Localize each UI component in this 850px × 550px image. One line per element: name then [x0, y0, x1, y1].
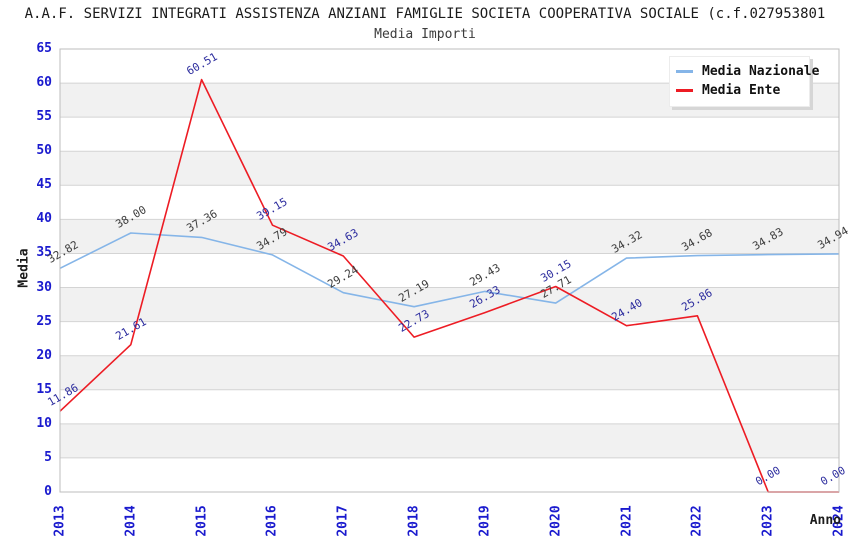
plot-band	[60, 117, 839, 152]
plot-band	[60, 457, 839, 492]
plot-band	[60, 321, 839, 356]
plot-band	[60, 151, 839, 186]
y-tick-label: 15	[36, 381, 52, 397]
legend-item: Media Nazionale	[676, 62, 819, 81]
y-tick-label: 35	[36, 245, 52, 261]
legend-swatch-media-ente	[676, 89, 693, 92]
y-tick-label: 40	[36, 211, 52, 227]
plot-band	[60, 355, 839, 390]
legend-label: Media Ente	[702, 83, 781, 98]
chart-subtitle: Media Importi	[374, 27, 476, 42]
x-tick-label: 2017	[335, 505, 351, 537]
legend: Media Nazionale Media Ente	[669, 56, 819, 107]
legend-item: Media Ente	[676, 81, 801, 100]
y-tick-label: 30	[36, 279, 52, 295]
plot-border	[59, 48, 840, 493]
x-tick-label: 2019	[477, 505, 493, 537]
y-tick-label: 45	[36, 177, 52, 193]
y-tick-label: 60	[36, 75, 52, 91]
legend-swatch-media-nazionale	[676, 70, 693, 73]
y-tick-label: 10	[36, 415, 52, 431]
chart-title: A.A.F. SERVIZI INTEGRATI ASSISTENZA ANZI…	[24, 6, 826, 22]
x-tick-label: 2020	[548, 505, 564, 537]
y-tick-label: 65	[36, 41, 52, 56]
x-tick-label: 2015	[194, 505, 210, 537]
x-tick-label: 2023	[760, 505, 776, 537]
y-tick-label: 20	[36, 347, 52, 363]
x-tick-label: 2014	[123, 505, 139, 537]
x-tick-label: 2021	[619, 505, 635, 537]
plot-band	[60, 389, 839, 424]
legend-label: Media Nazionale	[702, 64, 820, 79]
series-line-media-nazionale	[59, 232, 840, 308]
x-tick-label: 2016	[264, 505, 280, 537]
y-tick-label: 5	[44, 449, 52, 465]
x-tick-label: 2018	[406, 505, 422, 537]
y-tick-label: 55	[36, 109, 52, 125]
y-axis-title: Media	[16, 248, 32, 288]
y-tick-label: 25	[36, 313, 52, 329]
y-tick-label: 50	[36, 143, 52, 159]
series-line-media-ente	[59, 78, 839, 493]
x-tick-label: 2013	[52, 505, 68, 537]
plot-band	[60, 185, 839, 220]
x-axis-title: Anno	[809, 513, 841, 528]
plot-band	[60, 287, 839, 322]
y-tick-label: 0	[44, 484, 52, 499]
x-tick-label: 2022	[689, 505, 705, 537]
plot-band	[60, 253, 839, 288]
plot-band	[60, 423, 839, 458]
